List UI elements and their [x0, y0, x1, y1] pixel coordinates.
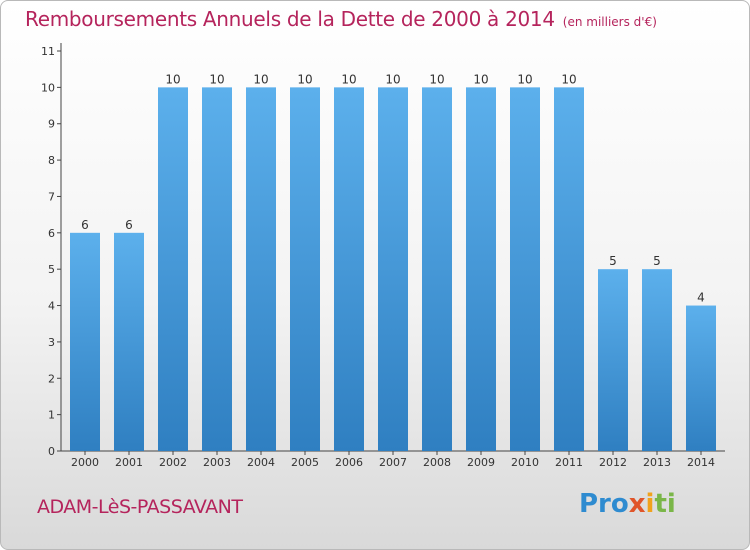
- data-label: 10: [429, 72, 444, 86]
- x-tick-label: 2005: [291, 456, 319, 469]
- y-tick-label: 5: [48, 263, 55, 276]
- bar: [334, 87, 364, 451]
- data-label: 10: [341, 72, 356, 86]
- x-tick-label: 2001: [115, 456, 143, 469]
- x-tick-label: 2011: [555, 456, 583, 469]
- x-tick-label: 2009: [467, 456, 495, 469]
- chart-title-block: Remboursements Annuels de la Dette de 20…: [25, 7, 657, 31]
- y-tick-label: 7: [48, 190, 55, 203]
- x-tick-label: 2002: [159, 456, 187, 469]
- x-tick-label: 2013: [643, 456, 671, 469]
- data-label: 10: [385, 72, 400, 86]
- x-tick-label: 2012: [599, 456, 627, 469]
- y-tick-label: 4: [48, 300, 55, 313]
- data-label: 5: [609, 254, 617, 268]
- x-tick-label: 2007: [379, 456, 407, 469]
- x-tick-label: 2010: [511, 456, 539, 469]
- data-label: 10: [473, 72, 488, 86]
- bar: [598, 269, 628, 451]
- x-tick-label: 2014: [687, 456, 715, 469]
- logo-part-4: ti: [654, 489, 676, 519]
- y-tick-label: 6: [48, 227, 55, 240]
- bar: [202, 87, 232, 451]
- x-tick-label: 2003: [203, 456, 231, 469]
- y-tick-label: 9: [48, 118, 55, 131]
- bar: [510, 87, 540, 451]
- bar: [554, 87, 584, 451]
- data-label: 4: [697, 291, 705, 305]
- data-label: 5: [653, 254, 661, 268]
- data-label: 6: [125, 218, 133, 232]
- bar: [290, 87, 320, 451]
- data-label: 10: [209, 72, 224, 86]
- data-label: 6: [81, 218, 89, 232]
- bar: [686, 305, 716, 451]
- bar: [158, 87, 188, 451]
- y-tick-label: 3: [48, 336, 55, 349]
- bar: [422, 87, 452, 451]
- data-label: 10: [561, 72, 576, 86]
- data-label: 10: [253, 72, 268, 86]
- logo-part-2: x: [628, 489, 646, 519]
- chart-subtitle: (en milliers d'€): [562, 15, 657, 29]
- y-tick-label: 8: [48, 154, 55, 167]
- bar: [378, 87, 408, 451]
- x-tick-label: 2008: [423, 456, 451, 469]
- bar: [70, 232, 100, 451]
- logo-part-1: Pro: [579, 489, 629, 519]
- bar: [466, 87, 496, 451]
- bar: [246, 87, 276, 451]
- logo-part-3: i: [645, 489, 655, 519]
- place-name: ADAM-LèS-PASSAVANT: [37, 496, 243, 518]
- data-label: 10: [297, 72, 312, 86]
- x-tick-label: 2000: [71, 456, 99, 469]
- y-tick-label: 1: [48, 409, 55, 422]
- data-label: 10: [165, 72, 180, 86]
- proxiti-logo: Proxiti: [579, 489, 676, 519]
- y-tick-label: 10: [41, 81, 55, 94]
- y-tick-label: 2: [48, 372, 55, 385]
- x-tick-label: 2004: [247, 456, 275, 469]
- y-tick-label: 0: [48, 445, 55, 458]
- x-tick-label: 2006: [335, 456, 363, 469]
- y-tick-label: 11: [41, 45, 55, 58]
- data-label: 10: [517, 72, 532, 86]
- bar: [642, 269, 672, 451]
- bar: [114, 232, 144, 451]
- chart-title: Remboursements Annuels de la Dette de 20…: [25, 7, 555, 31]
